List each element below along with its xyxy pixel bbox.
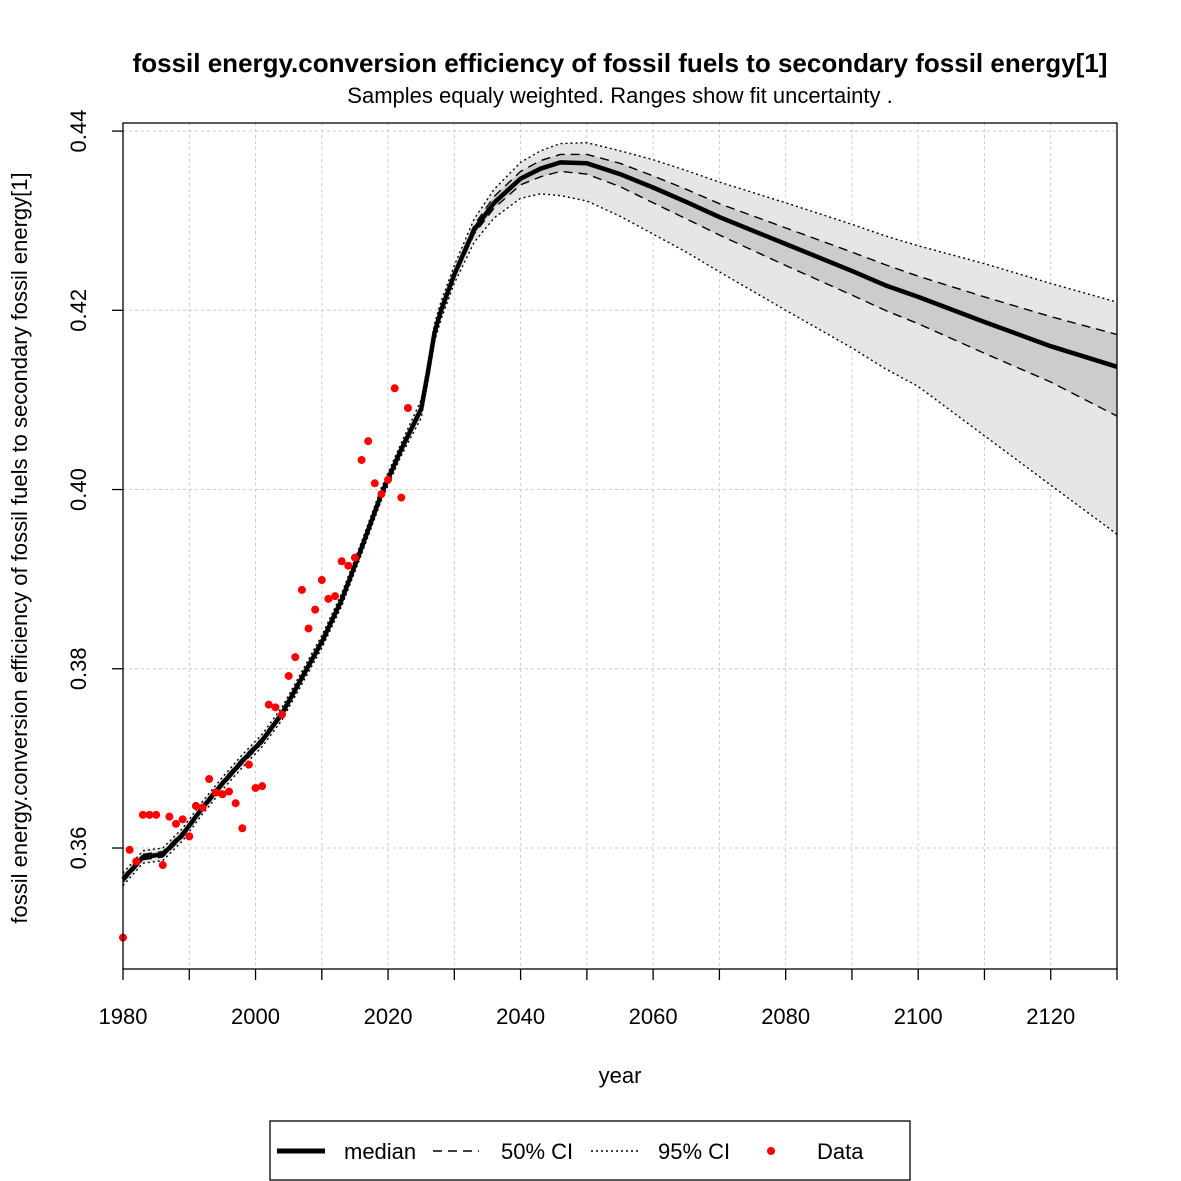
data-point [172, 819, 181, 828]
plot-frame [122, 122, 1118, 970]
data-point [271, 703, 280, 712]
y-tick-label: 0.36 [66, 827, 91, 870]
legend: median 50% CI 95% CI Data [269, 1120, 911, 1181]
legend-ci95-label: 95% CI [658, 1139, 730, 1164]
data-point [244, 760, 253, 769]
legend-data-label: Data [817, 1139, 864, 1164]
data-point [225, 787, 234, 796]
data-point [390, 384, 399, 393]
plot-area [119, 122, 1118, 970]
ci95-lower-line [122, 193, 1118, 887]
data-point [205, 775, 214, 784]
ci95-band [123, 142, 1117, 886]
data-point [185, 832, 194, 841]
y-axis: 0.36 0.38 0.40 0.42 0.44 [66, 110, 123, 870]
x-tick-label: 2100 [894, 1004, 943, 1029]
y-tick-label: 0.38 [66, 647, 91, 690]
data-point [397, 493, 406, 502]
data-point [138, 810, 147, 819]
data-point [324, 594, 333, 603]
data-point [377, 490, 386, 499]
chart-subtitle: Samples equaly weighted. Ranges show fit… [347, 83, 892, 108]
data-point [191, 801, 200, 810]
data-point [304, 624, 313, 633]
data-point [331, 592, 340, 601]
data-point [337, 557, 346, 566]
data-point [311, 605, 320, 614]
x-tick-label: 2040 [496, 1004, 545, 1029]
median-line [121, 160, 1118, 881]
legend-data-swatch [767, 1147, 775, 1155]
data-point [218, 790, 227, 799]
data-point [403, 403, 412, 412]
data-point [384, 475, 393, 484]
data-point [152, 810, 161, 819]
y-tick-label: 0.40 [66, 468, 91, 511]
data-point [297, 585, 306, 594]
data-point [132, 857, 141, 866]
chart-title: fossil energy.conversion efficiency of f… [133, 48, 1108, 78]
data-point [291, 653, 300, 662]
data-point [231, 799, 240, 808]
grid-lines [122, 123, 1118, 969]
y-axis-label: fossil energy.conversion efficiency of f… [7, 172, 32, 923]
series-lines [121, 142, 1118, 887]
legend-median-label: median [344, 1139, 416, 1164]
x-tick-label: 2000 [231, 1004, 280, 1029]
data-point [264, 700, 273, 709]
x-tick-label: 2060 [629, 1004, 678, 1029]
data-point [278, 710, 287, 719]
data-point [125, 845, 134, 854]
x-axis-label: year [599, 1063, 642, 1088]
x-axis: 1980 2000 2020 2040 2060 2080 2100 2120 [99, 969, 1118, 1029]
data-point [165, 812, 174, 821]
data-point [344, 561, 353, 570]
legend-box [269, 1120, 911, 1181]
data-point [178, 815, 187, 824]
data-point [350, 553, 359, 562]
data-point [238, 824, 247, 833]
data-point [317, 576, 326, 585]
legend-ci50-label: 50% CI [501, 1139, 573, 1164]
data-point [251, 783, 260, 792]
y-tick-label: 0.42 [66, 289, 91, 332]
data-point [211, 788, 220, 797]
data-points [119, 384, 412, 942]
x-tick-label: 1980 [99, 1004, 148, 1029]
ci95-upper-line [122, 142, 1118, 874]
data-point [145, 810, 154, 819]
data-point [158, 861, 167, 870]
x-tick-label: 2120 [1026, 1004, 1075, 1029]
x-tick-label: 2080 [761, 1004, 810, 1029]
data-point [357, 455, 366, 464]
data-point [258, 782, 267, 791]
ci95-area [123, 142, 1117, 886]
data-point [284, 671, 293, 680]
data-point [370, 479, 379, 488]
x-tick-label: 2020 [364, 1004, 413, 1029]
data-point [364, 437, 373, 446]
data-point [198, 803, 207, 812]
y-tick-label: 0.44 [66, 110, 91, 153]
